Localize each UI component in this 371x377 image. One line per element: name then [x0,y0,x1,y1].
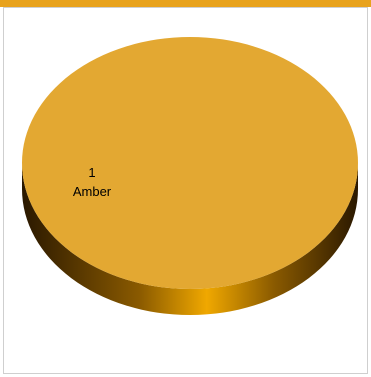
pie-slice-amber[interactable] [22,37,358,289]
top-accent-bar [0,0,371,7]
chart-panel: 1 Amber [3,7,368,374]
labels-layer: 1 Amber [73,165,112,199]
slices-layer [22,37,358,315]
pie-chart: 1 Amber [22,37,358,315]
pie-slice-side [22,163,358,315]
slice-category-label: Amber [73,184,112,199]
slice-value-label: 1 [88,165,95,180]
